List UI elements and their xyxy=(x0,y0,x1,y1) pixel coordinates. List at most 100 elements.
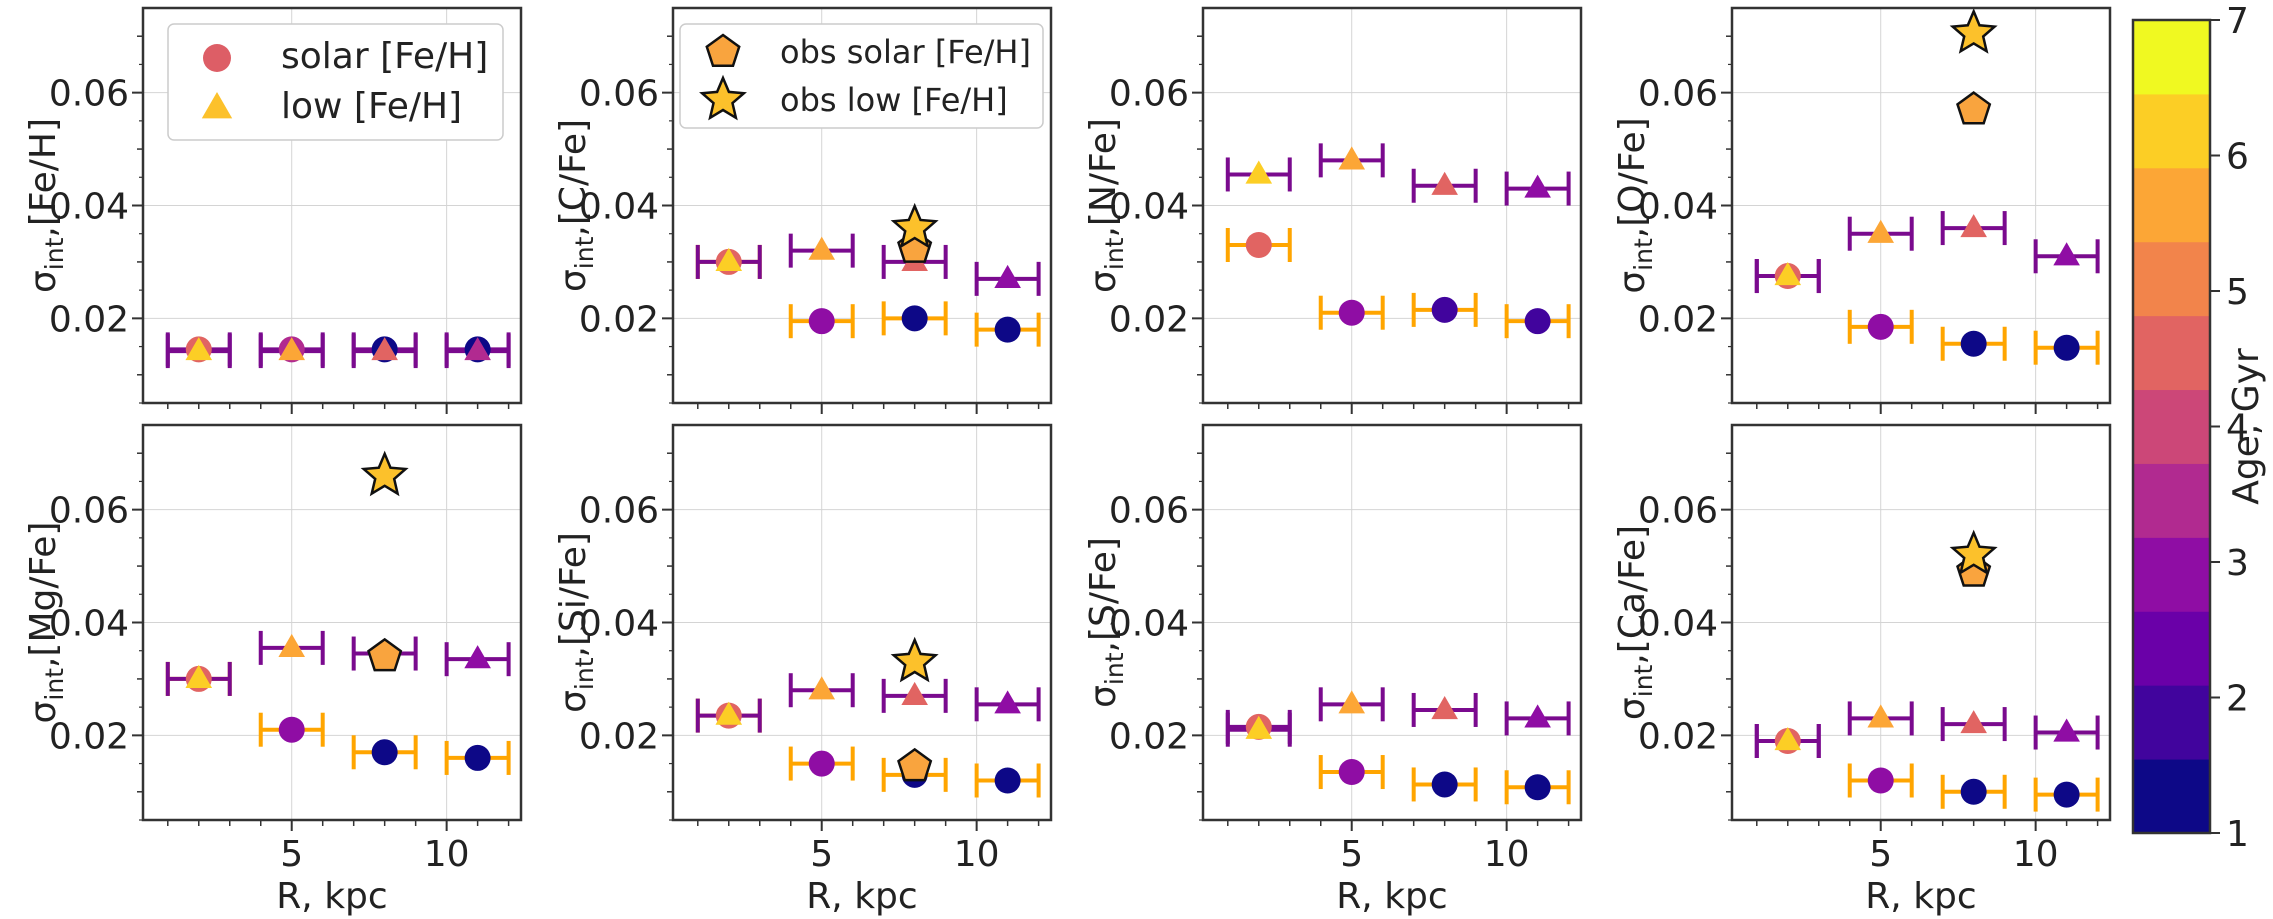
colorbar-segment xyxy=(2133,537,2210,612)
y-tick-label: 0.02 xyxy=(1109,299,1189,340)
low-feh-point xyxy=(994,264,1021,288)
x-tick-label: 10 xyxy=(954,834,1000,875)
colorbar-segment xyxy=(2133,93,2210,169)
y-tick-label: 0.04 xyxy=(1638,187,1718,228)
x-tick-label: 10 xyxy=(424,834,470,875)
low-feh-point xyxy=(1867,219,1895,243)
legend-low-label: low [Fe/H] xyxy=(281,86,462,127)
low-feh-point xyxy=(1338,690,1366,714)
solar-feh-point xyxy=(1431,296,1458,323)
low-feh-point xyxy=(808,236,836,260)
legend-obs-low-marker xyxy=(699,74,747,121)
solar-feh-point xyxy=(1245,232,1272,258)
solar-feh-point xyxy=(1960,330,1987,357)
low-feh-point xyxy=(994,690,1021,714)
axes-frame xyxy=(141,6,523,405)
panel-sfe: 0.02 0.04 0.06 5 10 R, kpc σint,[S/Fe] xyxy=(1083,423,1583,917)
y-tick-label: 0.06 xyxy=(1109,491,1189,532)
obs-low-feh-point xyxy=(360,450,409,497)
low-feh-point xyxy=(1524,704,1551,728)
colorbar-tick-label: 4 xyxy=(2226,408,2249,449)
solar-feh-point xyxy=(371,739,398,766)
solar-feh-point xyxy=(1338,299,1365,326)
legend-solar-marker xyxy=(203,44,231,72)
solar-feh-point xyxy=(2053,334,2080,361)
y-tick-label: 0.04 xyxy=(49,604,129,645)
legend-obs: obs solar [Fe/H] obs low [Fe/H] xyxy=(679,23,1044,129)
obs-low-feh-point xyxy=(1949,529,1998,576)
y-tick-label: 0.06 xyxy=(1638,491,1718,532)
low-feh-point xyxy=(2053,718,2080,742)
x-tick-label: 10 xyxy=(2013,834,2059,875)
solar-feh-point xyxy=(464,744,491,771)
x-tick-label: 5 xyxy=(810,834,833,875)
y-tick-label: 0.06 xyxy=(1109,74,1189,115)
obs-low-feh-point xyxy=(890,636,939,683)
low-feh-point xyxy=(715,247,743,272)
axes-frame xyxy=(671,6,1053,405)
colorbar-segment xyxy=(2133,611,2210,686)
solar-feh-point xyxy=(901,305,928,332)
y-tick-label: 0.02 xyxy=(579,716,659,757)
y-axis-label: σint,[Ca/Fe] xyxy=(1612,525,1658,720)
y-axis-label: σint,[Fe/H] xyxy=(23,118,69,293)
obs-solar-feh-point xyxy=(897,747,933,782)
low-feh-point xyxy=(1960,710,1987,734)
y-tick-label: 0.02 xyxy=(1109,716,1189,757)
colorbar-tick-label: 7 xyxy=(2226,1,2249,42)
low-feh-point xyxy=(1431,695,1458,720)
y-tick-label: 0.06 xyxy=(579,74,659,115)
y-tick-label: 0.02 xyxy=(49,299,129,340)
y-tick-label: 0.04 xyxy=(1109,604,1189,645)
low-feh-point xyxy=(1338,146,1366,170)
y-axis-label: σint,[Mg/Fe] xyxy=(23,522,69,724)
solar-feh-point xyxy=(1867,767,1894,794)
solar-feh-point xyxy=(808,750,835,777)
legend-model: solar [Fe/H] low [Fe/H] xyxy=(167,23,504,141)
y-tick-label: 0.06 xyxy=(49,491,129,532)
y-tick-label: 0.04 xyxy=(579,187,659,228)
x-axis-label: R, kpc xyxy=(1336,876,1447,917)
colorbar-segment xyxy=(2133,167,2210,243)
legend-obs-low-label: obs low [Fe/H] xyxy=(780,81,1008,119)
legend-frame xyxy=(679,23,1044,129)
panel-cafe: 0.02 0.04 0.06 5 10 R, kpc σint,[Ca/Fe] xyxy=(1612,423,2112,917)
x-axis-label: R, kpc xyxy=(1865,876,1976,917)
axes-frame xyxy=(1730,423,2112,822)
low-feh-point xyxy=(278,337,306,361)
solar-feh-point xyxy=(808,308,835,335)
y-tick-label: 0.02 xyxy=(579,299,659,340)
solar-feh-point xyxy=(1960,778,1987,805)
y-axis-label: σint,[Si/Fe] xyxy=(553,532,599,713)
solar-feh-point xyxy=(278,716,305,743)
legend-obs-solar-marker xyxy=(705,33,741,68)
solar-feh-point xyxy=(1524,774,1551,801)
colorbar-segment xyxy=(2133,389,2210,464)
solar-feh-point xyxy=(1524,308,1551,335)
low-feh-point xyxy=(1524,174,1551,198)
y-tick-label: 0.04 xyxy=(1638,604,1718,645)
panel-sife: 0.02 0.04 0.06 5 10 R, kpc σint,[Si/Fe] xyxy=(553,423,1053,917)
legend-obs-solar-label: obs solar [Fe/H] xyxy=(780,33,1031,71)
colorbar-segment xyxy=(2133,241,2210,317)
low-feh-point xyxy=(715,701,743,725)
axes-frame xyxy=(1201,6,1583,405)
solar-feh-point xyxy=(1431,771,1458,798)
colorbar-segment xyxy=(2133,685,2210,760)
colorbar-tick-label: 1 xyxy=(2226,814,2249,855)
y-tick-label: 0.04 xyxy=(579,604,659,645)
low-feh-point xyxy=(278,633,306,657)
y-tick-label: 0.04 xyxy=(49,187,129,228)
y-tick-label: 0.02 xyxy=(1638,716,1718,757)
low-feh-point xyxy=(464,337,491,361)
y-tick-label: 0.06 xyxy=(49,74,129,115)
axes-frame xyxy=(1201,423,1583,822)
low-feh-point xyxy=(1245,160,1273,184)
colorbar-tick-label: 6 xyxy=(2226,137,2249,178)
colorbar-segment xyxy=(2133,315,2210,391)
colorbar-segment xyxy=(2133,759,2210,834)
